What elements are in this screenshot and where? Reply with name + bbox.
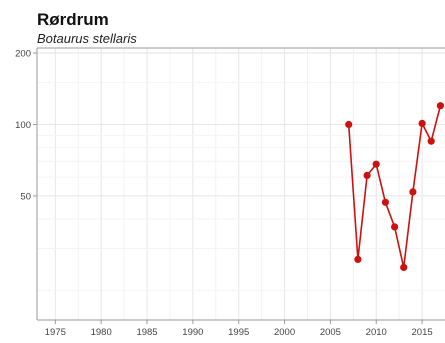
data-point <box>409 188 417 196</box>
tick-labels: 1975 1980 1985 1990 1995 2000 2005 2010 2015 50 10… <box>15 49 433 338</box>
y-tick-label: 50 <box>20 191 31 202</box>
chart-title: Rørdrum <box>37 10 109 29</box>
series <box>345 102 444 271</box>
data-point <box>363 171 371 179</box>
data-point <box>372 160 380 168</box>
x-tick-label: 2000 <box>274 327 295 338</box>
x-tick-label: 1990 <box>182 327 203 338</box>
x-tick-label: 2005 <box>320 327 341 338</box>
data-point <box>436 102 444 110</box>
data-point <box>400 263 408 271</box>
data-point <box>427 137 435 145</box>
x-tick-label: 2015 <box>412 327 433 338</box>
x-tick-label: 1995 <box>228 327 249 338</box>
x-tick-label: 2010 <box>366 327 387 338</box>
y-tick-label: 100 <box>15 120 31 131</box>
x-tick-label: 1985 <box>136 327 157 338</box>
chart-subtitle: Botaurus stellaris <box>37 31 137 46</box>
axes <box>33 47 445 324</box>
data-point <box>345 120 353 129</box>
x-tick-label: 1975 <box>45 327 66 338</box>
plot-background <box>37 48 445 320</box>
grid <box>37 48 445 320</box>
x-tick-label: 1980 <box>91 327 112 338</box>
data-point <box>391 223 399 231</box>
data-point <box>418 119 426 127</box>
data-point <box>354 255 362 263</box>
data-point <box>381 198 389 206</box>
y-tick-label: 200 <box>15 49 31 60</box>
